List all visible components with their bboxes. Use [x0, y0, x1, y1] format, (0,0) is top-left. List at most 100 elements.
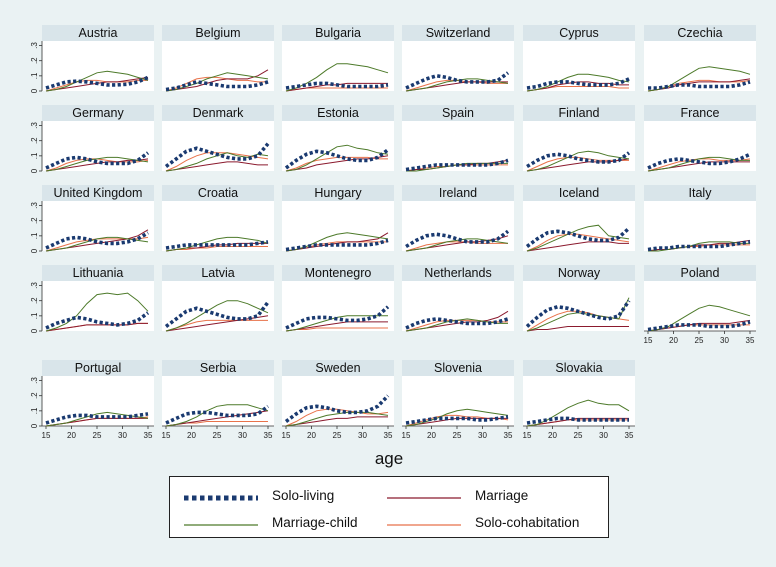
series-line-solo-living [526, 416, 629, 425]
y-tick-label: .1 [30, 72, 39, 79]
series-line-marriage-child [648, 241, 750, 252]
x-tick-label: 25 [695, 336, 704, 345]
series-line-solo-living [525, 299, 631, 328]
legend-label-marriage-child: Marriage-child [272, 514, 358, 530]
series-line-marriage-child [165, 404, 269, 427]
series-line-marriage [165, 161, 268, 172]
panel-title-bg [282, 105, 394, 121]
x-tick-label: 25 [93, 431, 102, 440]
panel-title-ireland: Ireland [439, 186, 477, 200]
x-tick-label: 20 [669, 336, 678, 345]
x-tick-label: 35 [144, 431, 153, 440]
panel-title-bg [402, 25, 514, 41]
panel-belgium: Belgium [162, 25, 274, 92]
panel-title-bg [523, 25, 635, 41]
x-tick-label: 25 [213, 431, 222, 440]
y-tick-label: .2 [30, 57, 39, 64]
series-line-marriage-child [165, 236, 269, 252]
panel-italy: Italy [644, 185, 756, 252]
y-tick-label: .3 [30, 42, 39, 49]
x-tick-label: 20 [67, 431, 76, 440]
series-line-solo-living [526, 77, 630, 90]
panel-lithuania: Lithuania 0 .1 .2 .3 [30, 265, 154, 333]
series-line-marriage [45, 322, 148, 332]
panel-title-norway: Norway [558, 266, 601, 280]
y-tick-label: 0 [30, 423, 39, 428]
plot-area [162, 281, 274, 331]
plot-area [282, 376, 394, 426]
plot-area [402, 201, 514, 251]
panel-title-latvia: Latvia [201, 266, 234, 280]
y-tick-label: 0 [30, 248, 39, 253]
x-tick-label: 20 [427, 431, 436, 440]
panel-title-germany: Germany [72, 106, 124, 120]
x-tick-label: 20 [187, 431, 196, 440]
series-line-solo-living [647, 152, 751, 170]
legend-item-marriage: Marriage [387, 485, 528, 505]
x-tick-label: 30 [599, 431, 608, 440]
panel-title-bg [644, 185, 756, 201]
series-line-marriage-child [526, 73, 630, 92]
panel-finland: Finland [523, 105, 635, 172]
series-line-marriage-child [45, 70, 149, 92]
series-line-solo-living [45, 151, 150, 170]
plot-area [644, 121, 756, 171]
panel-title-czechia: Czechia [677, 26, 722, 40]
series-line-marriage [45, 158, 149, 172]
y-tick-label: .2 [30, 137, 39, 144]
series-line-marriage [165, 69, 269, 92]
series-line-marriage-child [45, 156, 149, 172]
panel-title-bg [282, 265, 394, 281]
panel-title-denmark: Denmark [193, 106, 244, 120]
series-line-solo-living [284, 148, 390, 170]
x-tick-label: 30 [118, 431, 127, 440]
series-line-solo-living [165, 80, 269, 92]
series-line-solo-living [405, 317, 509, 330]
panel-austria: Austria 0 .1 .2 .3 [30, 25, 154, 93]
panel-norway: Norway [523, 265, 635, 332]
y-tick-label: 0 [30, 88, 39, 93]
plot-area [644, 41, 756, 91]
panel-poland: Poland 15 20 25 30 35 [644, 265, 756, 345]
panel-title-bg [282, 25, 394, 41]
series-line-marriage [526, 241, 629, 252]
panel-portugal: Portugal 0 .1 .2 .3 15 20 25 30 35 [30, 360, 154, 440]
x-tick-label: 30 [238, 431, 247, 440]
legend-swatch-line [184, 524, 258, 526]
panel-sweden: Sweden 15 20 25 30 35 [282, 360, 394, 440]
y-tick-label: .2 [30, 217, 39, 224]
panel-title-bg [644, 105, 756, 121]
panel-title-montenegro: Montenegro [305, 266, 372, 280]
panel-cyprus: Cyprus [523, 25, 635, 92]
series-line-marriage-child [405, 408, 509, 427]
panel-title-bulgaria: Bulgaria [315, 26, 361, 40]
panel-denmark: Denmark [162, 105, 274, 172]
legend-label-marriage: Marriage [475, 487, 529, 503]
plot-area [162, 41, 274, 91]
panel-montenegro: Montenegro [282, 265, 394, 332]
y-tick-label: .3 [30, 202, 39, 209]
series-line-marriage-child [405, 78, 509, 92]
series-line-solo-living [405, 158, 509, 172]
series-line-solo-living [526, 151, 631, 169]
panel-germany: Germany 0 .1 .2 .3 [30, 105, 154, 173]
series-line-solo-living [45, 75, 149, 90]
panel-title-serbia: Serbia [200, 361, 236, 375]
panel-slovenia: Slovenia 15 20 25 30 35 [402, 360, 514, 440]
series-line-solo-living [284, 394, 390, 423]
panel-title-united-kingdom: United Kingdom [54, 186, 143, 200]
panel-title-belgium: Belgium [195, 26, 240, 40]
legend-swatch-marriage-child [184, 517, 258, 527]
x-tick-label: 25 [333, 431, 342, 440]
panel-title-slovakia: Slovakia [555, 361, 602, 375]
series-line-marriage-child [526, 150, 630, 172]
y-tick-label: 0 [30, 328, 39, 333]
legend-item-solo-living: Solo-living [184, 485, 334, 505]
x-tick-label: 30 [720, 336, 729, 345]
x-tick-label: 20 [307, 431, 316, 440]
panel-latvia: Latvia [162, 265, 274, 332]
y-tick-label: .1 [30, 152, 39, 159]
x-tick-label: 15 [402, 431, 411, 440]
